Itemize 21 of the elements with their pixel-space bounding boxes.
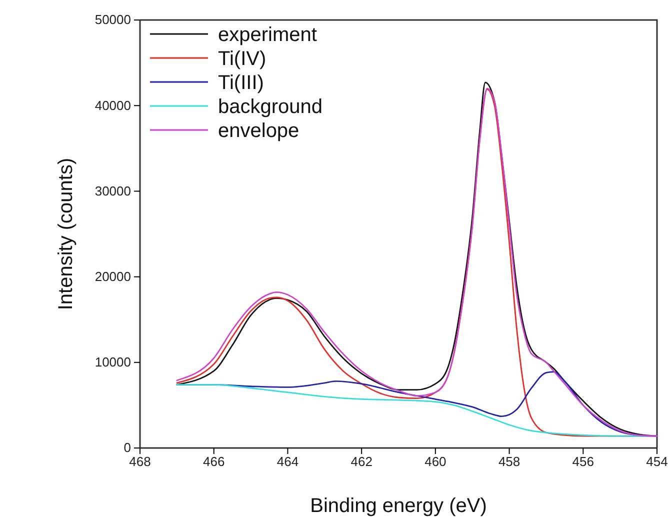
y-tick-label: 40000 [94, 98, 131, 113]
x-tick-label: 460 [424, 454, 446, 470]
x-tick-label: 466 [203, 454, 225, 470]
x-tick-label: 468 [129, 454, 151, 470]
y-tick-label: 10000 [94, 354, 131, 370]
legend-label: envelope [218, 120, 300, 142]
x-tick-label: 462 [350, 454, 372, 470]
y-axis-title: Intensity (counts) [55, 158, 77, 310]
y-tick-label: 20000 [94, 268, 131, 284]
legend-label: experiment [218, 24, 318, 46]
x-axis-title: Binding energy (eV) [310, 495, 487, 517]
legend-label: Ti(III) [218, 72, 264, 94]
x-tick-label: 458 [498, 454, 520, 470]
legend-label: background [218, 96, 323, 118]
x-tick-label: 454 [646, 454, 668, 470]
legend-label: Ti(IV) [218, 48, 266, 70]
y-tick-label: 0 [124, 440, 131, 456]
x-tick-label: 464 [276, 454, 299, 470]
y-tick-label: 30000 [94, 183, 131, 198]
x-tick-label: 456 [572, 454, 594, 470]
y-tick-label: 50000 [94, 12, 131, 28]
